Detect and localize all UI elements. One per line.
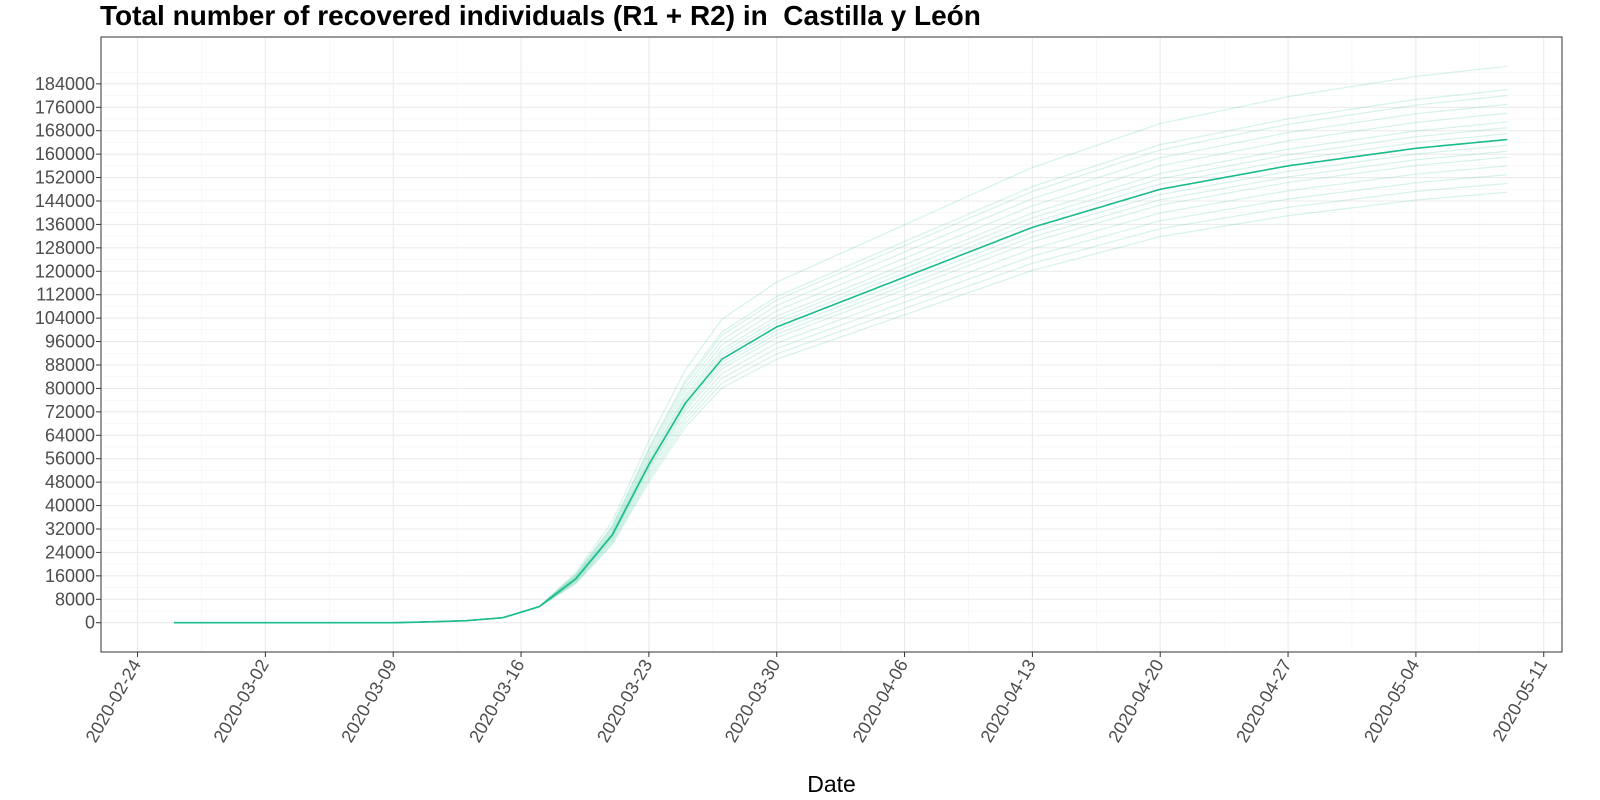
- y-tick-label: 40000: [45, 496, 95, 516]
- x-tick-label: 2020-04-13: [976, 656, 1039, 746]
- y-tick-label: 184000: [35, 74, 95, 94]
- y-tick-label: 128000: [35, 238, 95, 258]
- x-tick-label: 2020-04-20: [1104, 656, 1167, 746]
- y-tick-label: 72000: [45, 402, 95, 422]
- y-tick-label: 104000: [35, 308, 95, 328]
- x-tick-label: 2020-04-27: [1232, 656, 1295, 746]
- grid-lines: [101, 37, 1562, 652]
- y-tick-label: 160000: [35, 144, 95, 164]
- y-tick-label: 56000: [45, 449, 95, 469]
- y-tick-label: 88000: [45, 355, 95, 375]
- x-axis: 2020-02-24 2020-03-02 2020-03-09 2020-03-16…: [82, 652, 1552, 746]
- x-tick-label: 2020-03-30: [721, 656, 784, 746]
- y-tick-label: 24000: [45, 542, 95, 562]
- chart-title: Total number of recovered individuals (R…: [100, 0, 981, 31]
- y-tick-label: 32000: [45, 519, 95, 539]
- x-tick-label: 2020-05-04: [1360, 656, 1423, 746]
- plot-frame: [100, 36, 1563, 653]
- y-tick-label: 48000: [45, 472, 95, 492]
- x-axis-label: Date: [807, 771, 856, 797]
- x-tick-label: 2020-03-02: [209, 656, 272, 746]
- x-tick-label: 2020-03-09: [337, 656, 400, 746]
- y-tick-label: 0: [85, 613, 95, 633]
- y-tick-label: 64000: [45, 425, 95, 445]
- y-tick-label: 136000: [35, 214, 95, 234]
- x-tick-label: 2020-03-16: [465, 656, 528, 746]
- y-tick-label: 80000: [45, 378, 95, 398]
- main-series-line: [174, 138, 1508, 624]
- y-tick-label: 152000: [35, 168, 95, 188]
- y-tick-label: 96000: [45, 332, 95, 352]
- y-tick-label: 8000: [55, 589, 95, 609]
- y-axis: 0 8000 16000 24000 32000 40000 48000 56000 64000…: [35, 74, 101, 633]
- main-series: [174, 138, 1508, 624]
- plot-panel: [101, 37, 1562, 652]
- y-tick-label: 168000: [35, 121, 95, 141]
- x-tick-label: 2020-05-11: [1489, 656, 1552, 745]
- y-tick-label: 120000: [35, 261, 95, 281]
- y-tick-label: 112000: [36, 285, 95, 305]
- y-tick-label: 144000: [35, 191, 95, 211]
- x-tick-label: 2020-02-24: [82, 656, 145, 746]
- y-tick-label: 176000: [35, 97, 95, 117]
- x-tick-label: 2020-04-06: [849, 656, 912, 746]
- y-tick-label: 16000: [45, 566, 95, 586]
- x-tick-label: 2020-03-23: [593, 656, 656, 746]
